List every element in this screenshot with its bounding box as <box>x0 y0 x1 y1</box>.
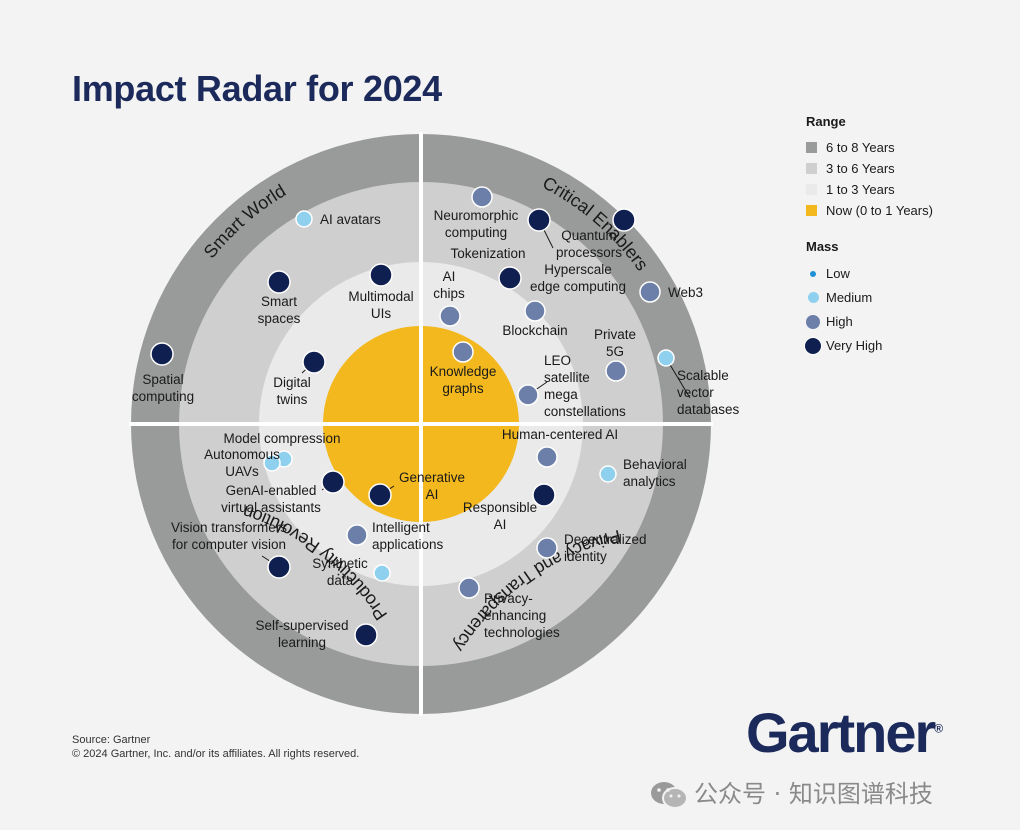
tech-dot-quantum-processors <box>527 208 551 232</box>
mass-dot-very-high <box>805 338 821 354</box>
tech-dot-smart-spaces <box>267 270 291 294</box>
tech-dot-behavioral-analytics <box>599 465 617 483</box>
tech-label-responsible-ai: Responsible AI <box>463 500 537 532</box>
mass-legend-item: Very High <box>805 334 933 358</box>
mass-legend-item: High <box>806 310 933 334</box>
tech-label-genai-enabled-virtual-assistants: GenAI-enabled virtual assistants <box>221 483 321 515</box>
tech-label-decentralized-identity: Decentralized identity <box>564 532 647 564</box>
tech-label-ai-avatars: AI avatars <box>320 212 381 227</box>
tech-dot-tokenization <box>498 266 522 290</box>
range-legend-item: Now (0 to 1 Years) <box>806 200 933 221</box>
range-legend-item: 6 to 8 Years <box>806 137 933 158</box>
tech-label-smart-spaces: Smart spaces <box>258 294 301 326</box>
tech-dot-hyperscale-edge-computing <box>612 208 636 232</box>
range-legend-title: Range <box>806 114 846 129</box>
tech-dot-ai-chips <box>439 305 461 327</box>
tech-label-self-supervised-learning: Self-supervised learning <box>255 618 348 650</box>
range-swatch-1-3 <box>806 184 817 195</box>
tech-dot-neuromorphic-computing <box>471 186 493 208</box>
tech-dot-generative-ai <box>368 483 392 507</box>
tech-label-human-centered-ai: Human-centered AI <box>502 427 618 442</box>
tech-dot-private-5g <box>605 360 627 382</box>
tech-label-digital-twins: Digital twins <box>273 375 311 407</box>
range-swatch-now <box>806 205 817 216</box>
tech-label-ai-chips: AI chips <box>433 269 465 301</box>
range-swatch-3-6 <box>806 163 817 174</box>
tech-dot-digital-twins <box>302 350 326 374</box>
tech-dot-synthetic-data <box>373 564 391 582</box>
mass-legend-item: Medium <box>806 286 933 310</box>
tech-dot-knowledge-graphs <box>452 341 474 363</box>
tech-label-leo-satellite-mega-constellations: LEO satellite mega constellations <box>544 353 626 419</box>
wechat-icon <box>651 782 688 809</box>
tech-dot-self-supervised-learning <box>354 623 378 647</box>
tech-dot-leo-satellite-mega-constellations <box>517 384 539 406</box>
tech-label-scalable-vector-databases: Scalable vector databases <box>677 368 740 417</box>
tech-label-behavioral-analytics: Behavioral analytics <box>623 457 687 489</box>
tech-label-vision-transformers-for-computer-vision: Vision transformers for computer vision <box>171 520 287 552</box>
mass-legend-title: Mass <box>806 239 839 254</box>
tech-label-knowledge-graphs: Knowledge graphs <box>430 364 497 396</box>
range-legend-item: 3 to 6 Years <box>806 158 933 179</box>
tech-dot-blockchain <box>524 300 546 322</box>
legend: Range 6 to 8 Years 3 to 6 Years 1 to 3 Y… <box>805 114 933 358</box>
tech-label-private-5g: Private 5G <box>594 327 636 359</box>
source-text: Source: Gartner <box>72 734 151 746</box>
tech-label-tokenization: Tokenization <box>450 246 525 261</box>
tech-label-hyperscale-edge-computing: Hyperscale edge computing <box>530 262 626 294</box>
mass-dot-high <box>806 315 820 329</box>
mass-legend-item: Low <box>806 262 933 286</box>
tech-dot-scalable-vector-databases <box>657 349 675 367</box>
mass-dot-medium <box>808 292 819 303</box>
tech-dot-intelligent-applications <box>346 524 368 546</box>
tech-label-neuromorphic-computing: Neuromorphic computing <box>434 208 519 240</box>
tech-dot-web3 <box>639 281 661 303</box>
mass-dot-low <box>810 271 816 277</box>
tech-dot-multimodal-uis <box>369 263 393 287</box>
source-note: Source: Gartner © 2024 Gartner, Inc. and… <box>72 733 359 761</box>
copyright-text: © 2024 Gartner, Inc. and/or its affiliat… <box>72 748 360 760</box>
tech-label-privacy-enhancing-technologies: Privacy-enhancing technologies <box>484 591 560 640</box>
page-title: Impact Radar for 2024 <box>72 68 442 109</box>
tech-dot-responsible-ai <box>532 483 556 507</box>
gartner-logo: Gartner® <box>746 701 944 764</box>
tech-dot-spatial-computing <box>150 342 174 366</box>
tech-dot-ai-avatars <box>295 210 313 228</box>
tech-label-intelligent-applications: Intelligent applications <box>372 520 444 552</box>
watermark: 公众号 · 知识图谱科技 <box>650 774 933 810</box>
tech-dot-privacy-enhancing-technologies <box>458 577 480 599</box>
tech-label-multimodal-uis: Multimodal UIs <box>348 289 413 321</box>
tech-label-autonomous-uavs: Autonomous UAVs <box>204 447 280 479</box>
tech-label-synthetic-data: Synthetic data <box>312 556 368 588</box>
tech-dot-decentralized-identity <box>536 537 558 559</box>
range-legend-item: 1 to 3 Years <box>806 179 933 200</box>
tech-dot-vision-transformers-for-computer-vision <box>267 555 291 579</box>
tech-dot-genai-enabled-virtual-assistants <box>321 470 345 494</box>
tech-label-spatial-computing: Spatial computing <box>132 372 194 404</box>
tech-dot-human-centered-ai <box>536 446 558 468</box>
tech-label-model-compression: Model compression <box>223 431 340 446</box>
tech-label-quantum-processors: Quantum processors <box>556 228 622 260</box>
tech-dot-autonomous-uavs <box>263 454 281 472</box>
tech-label-web3: Web3 <box>668 285 703 300</box>
tech-label-blockchain: Blockchain <box>502 323 567 338</box>
range-swatch-6-8 <box>806 142 817 153</box>
tech-label-generative-ai: Generative AI <box>399 470 465 502</box>
